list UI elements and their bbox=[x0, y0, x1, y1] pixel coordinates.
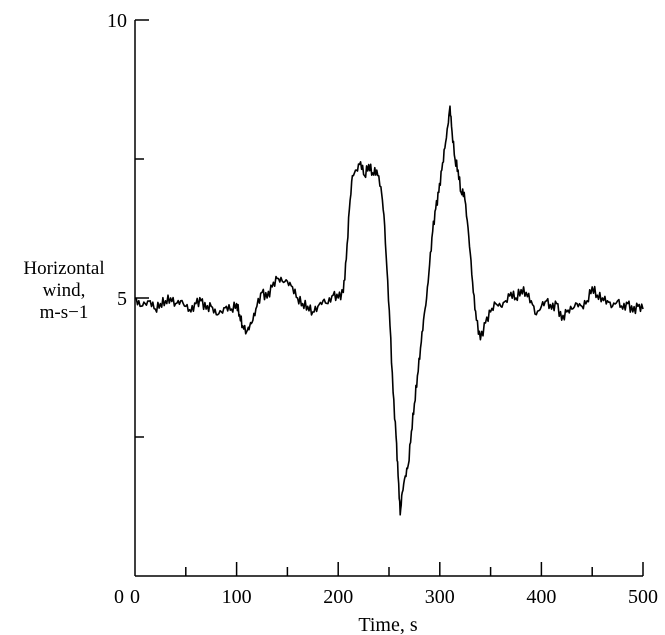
y-tick-label: 10 bbox=[107, 10, 127, 32]
x-tick-label: 300 bbox=[425, 586, 455, 608]
x-tick-label: 100 bbox=[222, 586, 252, 608]
x-tick-label: 0 bbox=[130, 586, 140, 608]
y-axis-label-line-1: Horizontal bbox=[23, 258, 105, 279]
x-axis-label: Time, s bbox=[358, 614, 418, 635]
y-axis-label: Horizontal wind, m-s−1 bbox=[0, 258, 128, 324]
ticks bbox=[135, 19, 644, 576]
y-axis-label-line-2: wind, bbox=[42, 280, 86, 301]
x-tick-label: 400 bbox=[526, 586, 556, 608]
x-tick-label: 200 bbox=[323, 586, 353, 608]
x-tick-label: 500 bbox=[628, 586, 658, 608]
origin-label: 0 bbox=[114, 586, 124, 608]
y-tick-label: 5 bbox=[117, 288, 127, 310]
wind-series-line bbox=[134, 105, 644, 516]
y-axis-label-line-3: m-s−1 bbox=[39, 302, 89, 323]
